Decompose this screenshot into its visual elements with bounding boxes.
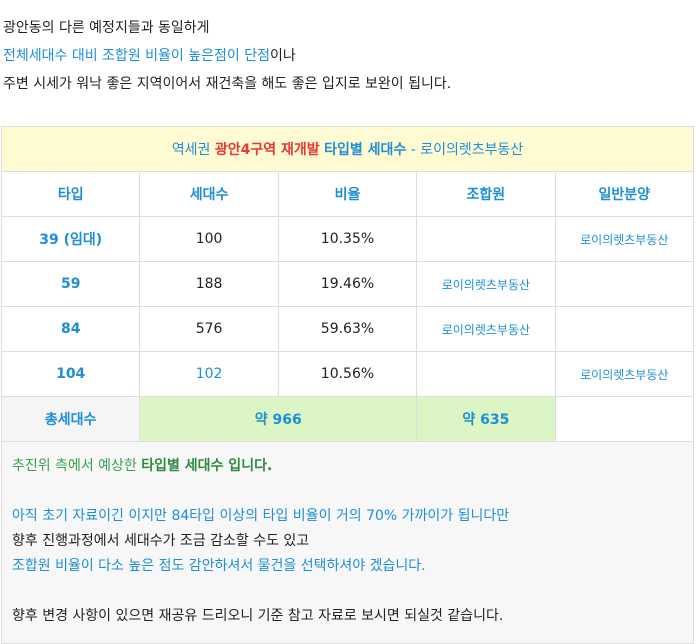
intro-line: 광안동의 다른 예정지들과 동일하게 [3,20,210,36]
note-line: 추진위 측에서 예상한 타입별 세대수 입니다. [12,454,683,479]
cell: 576 [139,306,279,352]
cell: 104 [0,351,141,397]
data-row: 59 188 19.46% 로이의렛츠부동산 [0,261,695,307]
title-part: - 로이의렛츠부동산 [410,142,524,158]
note-line: 아직 초기 자료이긴 이지만 84타입 이상의 타입 비율이 거의 70% 가까… [12,508,510,524]
title-part: 타입별 세대수 [324,142,407,158]
intro-line: 주변 시세가 워낙 좋은 지역이어서 재건축을 해도 좋은 입지로 보완이 됩니… [3,76,452,92]
title-part: 역세권 [171,142,211,158]
total-label: 총세대수 [0,396,141,442]
total-row: 총세대수 약 966 약 635 [0,396,695,442]
header-cell: 조합원 [416,171,556,217]
table-title: 역세권 광안4구역 재개발 타입별 세대수 - 로이의렛츠부동산 [1,126,694,172]
text: 이나 [269,48,296,64]
header-cell: 타입 [0,171,141,217]
note: 추진위 측에서 예상한 타입별 세대수 입니다. 아직 초기 자료이긴 이지만 8… [1,441,694,644]
cell: 59.63% [277,306,418,352]
header-cell: 일반분양 [554,171,695,217]
header-cell: 비율 [277,171,418,217]
total-households: 약 966 [139,396,418,442]
title-part: 광안4구역 재개발 [214,142,320,158]
cell [554,396,695,442]
cell: 84 [0,306,141,352]
total-members: 약 635 [416,396,556,442]
note-line: 조합원 비율이 다소 높은 점도 감안하셔서 물건을 선택하셔야 겠습니다. [12,558,426,574]
header-row: 타입 세대수 비율 조합원 일반분양 [0,171,695,217]
cell: 19.46% [277,261,418,307]
cell: 100 [139,216,279,262]
data-row: 39 (임대) 100 10.35% 로이의렛츠부동산 [0,216,695,262]
cell: 102 [139,351,279,397]
text: 추진위 측에서 예상한 [12,458,137,474]
cell: 10.35% [277,216,418,262]
note-row: 추진위 측에서 예상한 타입별 세대수 입니다. 아직 초기 자료이긴 이지만 8… [1,441,694,644]
cell [554,306,695,352]
cell: 188 [139,261,279,307]
note-line: 향후 변경 사항이 있으면 재공유 드리오니 기준 참고 자료로 보시면 되실것… [12,608,504,624]
cell: 39 (임대) [0,216,141,262]
cell [416,351,556,397]
cell: 로이의렛츠부동산 [554,351,695,397]
data-row: 84 576 59.63% 로이의렛츠부동산 [0,306,695,352]
highlight: 전체세대수 대비 조합원 비율이 높은점이 단점 [3,48,270,64]
cell: 10.56% [277,351,418,397]
household-table: 역세권 광안4구역 재개발 타입별 세대수 - 로이의렛츠부동산 타입 세대수 비율… [0,126,695,644]
note-line: 향후 진행과정에서 세대수가 조금 감소할 수도 있고 [12,533,310,549]
intro: 광안동의 다른 예정지들과 동일하게 전체세대수 대비 조합원 비율이 높은점이… [3,14,451,98]
text: 타입별 세대수 입니다. [141,458,273,474]
cell: 로이의렛츠부동산 [416,306,556,352]
header-cell: 세대수 [139,171,279,217]
intro-line: 전체세대수 대비 조합원 비율이 높은점이 단점이나 [3,42,451,70]
cell [554,261,695,307]
cell: 59 [0,261,141,307]
data-row: 104 102 10.56% 로이의렛츠부동산 [0,351,695,397]
cell: 로이의렛츠부동산 [554,216,695,262]
cell: 로이의렛츠부동산 [416,261,556,307]
cell [416,216,556,262]
